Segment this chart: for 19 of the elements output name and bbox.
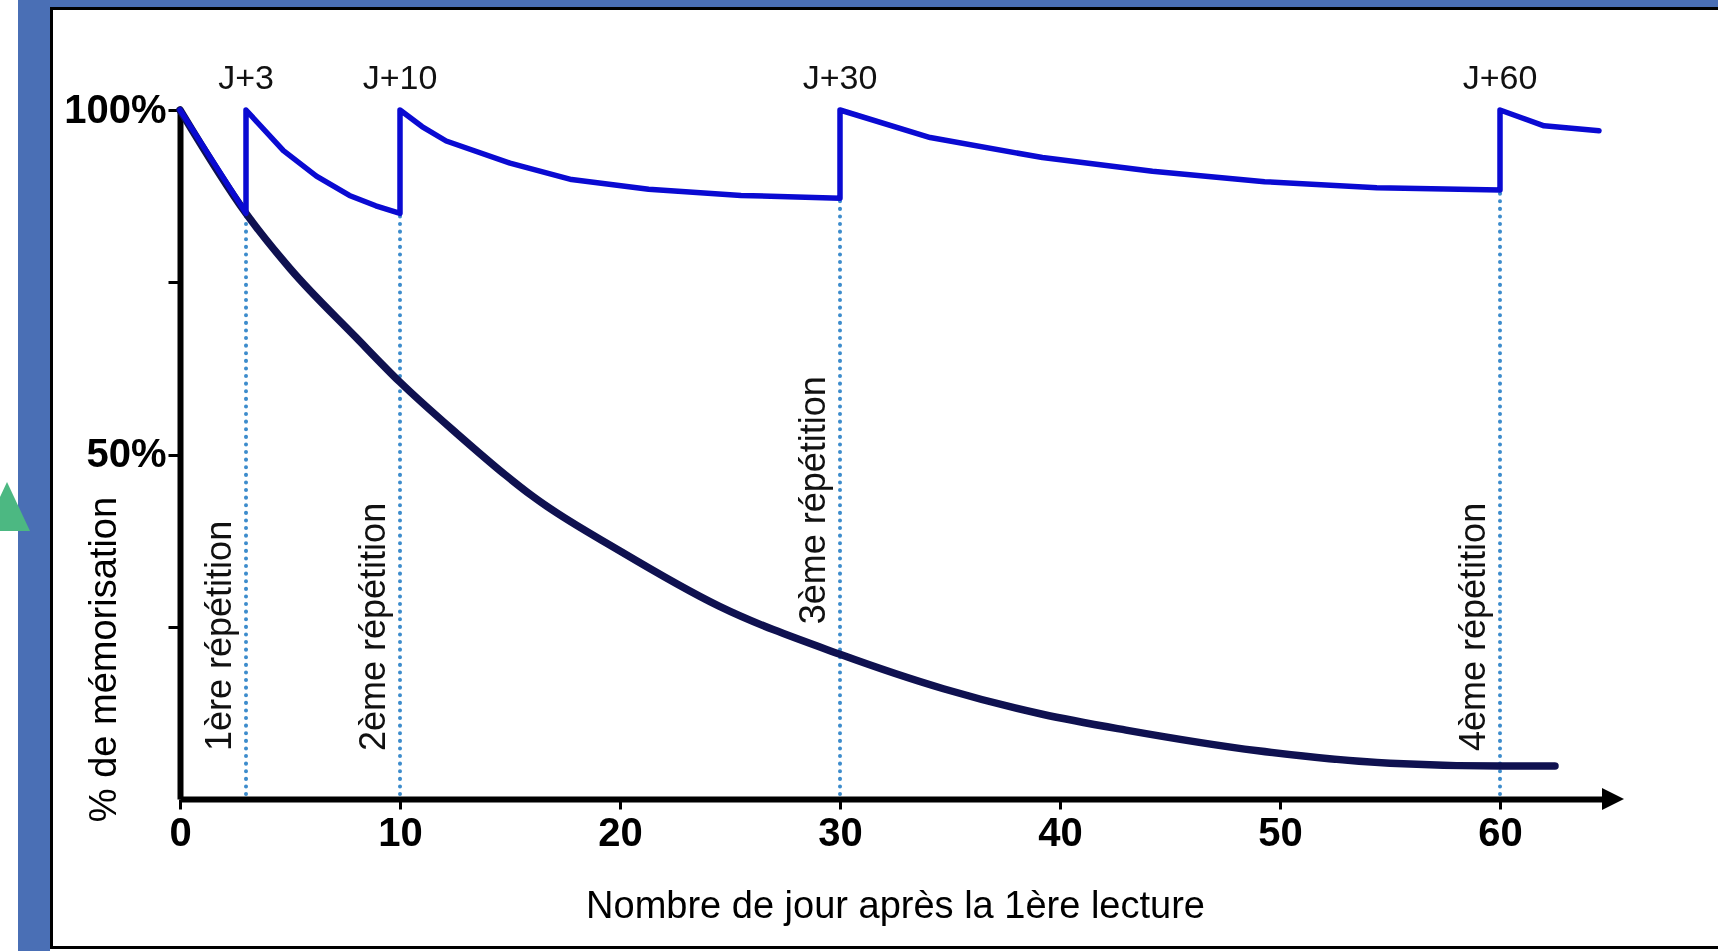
x-tick-label: 20 — [598, 809, 643, 854]
x-tick-label: 50 — [1258, 809, 1303, 854]
y-axis-title: % de mémorisation — [81, 496, 124, 823]
y-tick-label: 50% — [86, 431, 167, 475]
annotation: J+3 — [218, 58, 274, 96]
x-tick-label: 10 — [378, 809, 423, 854]
x-tick-label: 60 — [1478, 809, 1523, 854]
annotation: J+60 — [1462, 58, 1538, 96]
annotation: J+10 — [362, 58, 438, 96]
ref-line-label: 1ère répétition — [198, 520, 239, 751]
x-tick-label: 0 — [169, 809, 192, 854]
ref-line-label: 4ème répétition — [1452, 502, 1493, 751]
ref-line-label: 2ème répétition — [352, 502, 393, 751]
y-tick-label: 100% — [64, 86, 167, 131]
x-axis-title: Nombre de jour après la 1ère lecture — [586, 883, 1205, 926]
x-tick-label: 40 — [1038, 809, 1083, 854]
ref-line-label: 3ème répétition — [792, 376, 833, 625]
x-tick-label: 30 — [818, 809, 863, 854]
annotation: J+30 — [802, 58, 878, 96]
